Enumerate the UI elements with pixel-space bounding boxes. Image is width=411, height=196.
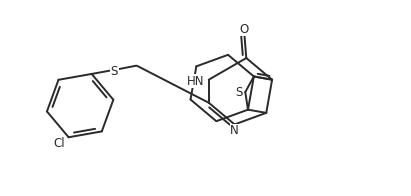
Text: S: S <box>111 65 118 78</box>
Text: HN: HN <box>187 75 205 88</box>
Text: O: O <box>240 23 249 36</box>
Text: Cl: Cl <box>54 137 65 150</box>
Text: S: S <box>236 86 243 99</box>
Text: N: N <box>230 124 239 137</box>
